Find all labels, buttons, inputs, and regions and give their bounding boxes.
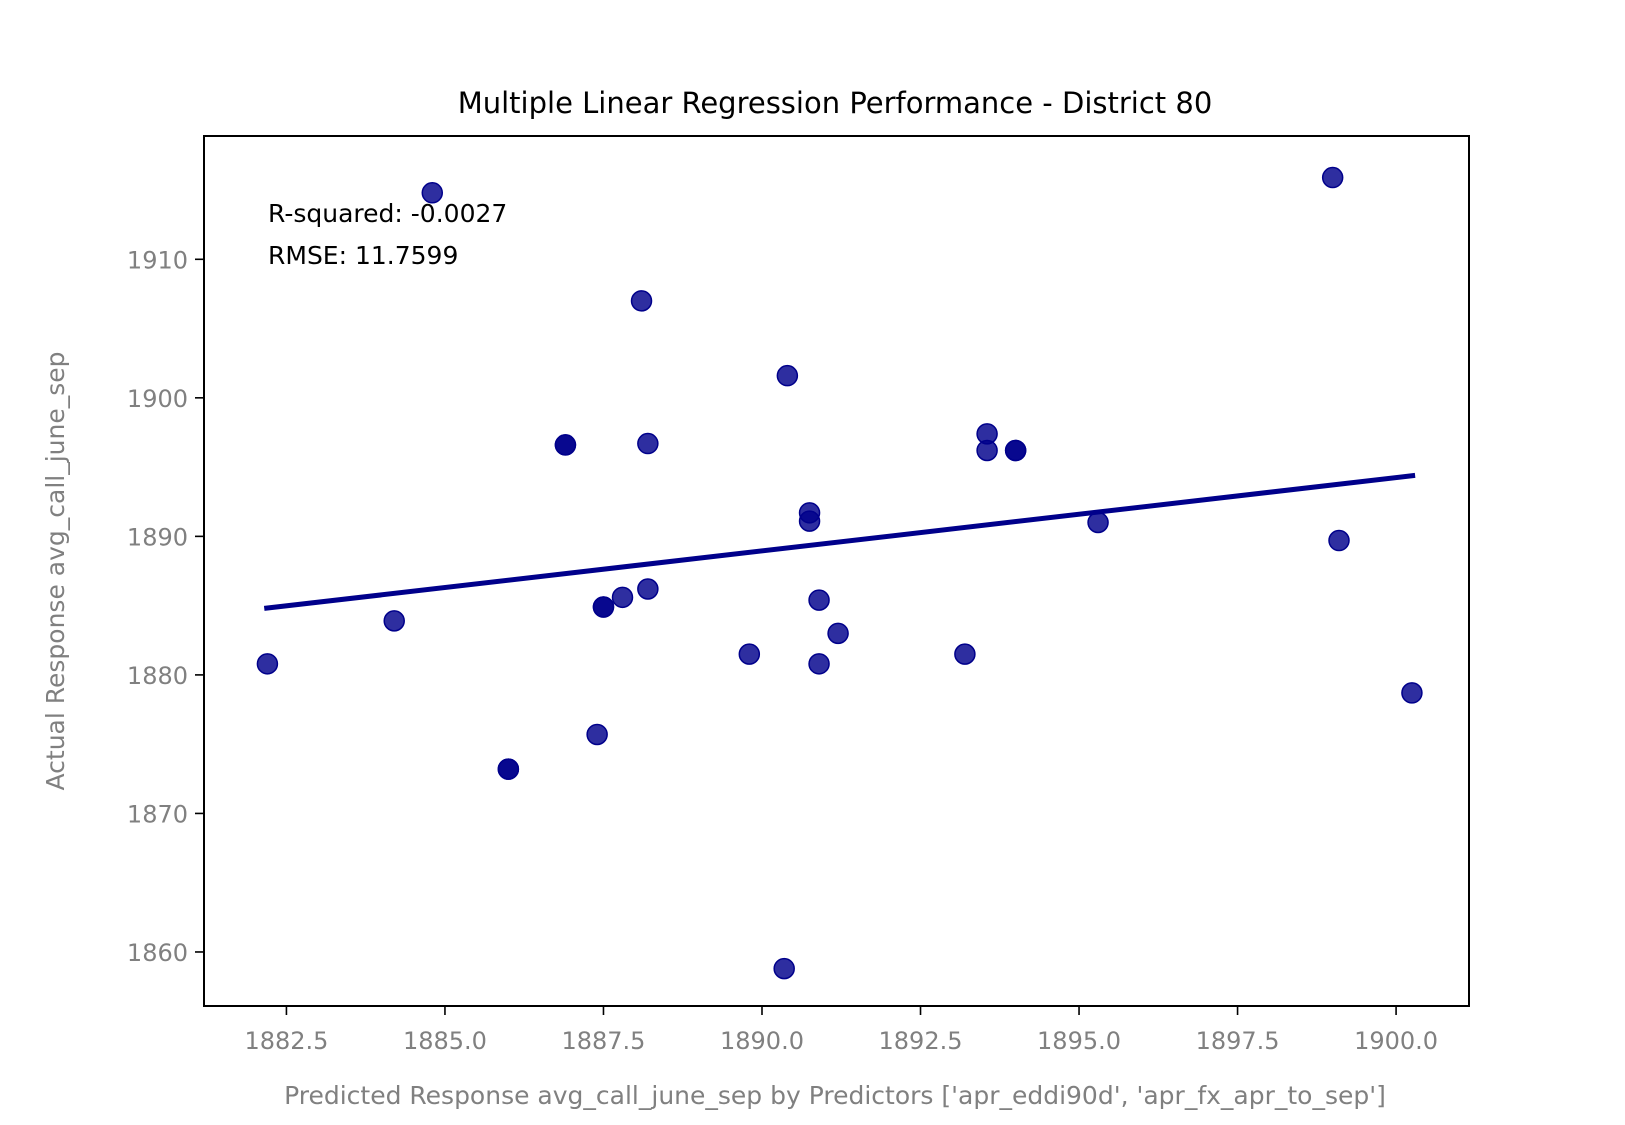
scatter-point [954,643,976,665]
scatter-point [630,290,653,312]
scatter-point [256,653,279,675]
scatter-point [611,586,634,609]
x-tick-label: 1892.5 [879,1027,963,1055]
scatter-point [383,610,405,632]
scatter-point [637,432,659,455]
y-tick-label: 1880 [127,662,188,690]
scatter-point [798,510,821,532]
x-tick-label: 1885.0 [403,1027,487,1055]
regression-line [263,472,1416,611]
scatter-points-layer [256,166,1423,980]
y-axis: 1860 1870 1880 1890 1900 1910 [127,246,204,967]
scatter-point [421,182,444,204]
scatter-point [592,596,615,618]
x-tick-label: 1890.0 [720,1027,804,1055]
scatter-point [827,622,849,645]
rmse-annotation: RMSE: 11.7599 [268,241,458,270]
x-axis: 1882.5 1885.0 1887.5 1890.0 1892.5 1895.0 1897… [244,1006,1438,1055]
r-squared-annotation: R-squared: -0.0027 [268,199,507,228]
x-tick-label: 1897.5 [1196,1027,1280,1055]
x-tick-label: 1887.5 [561,1027,645,1055]
scatter-point [976,439,998,462]
plot-area [203,135,1470,1007]
y-tick-label: 1890 [127,523,188,551]
y-axis-label: Actual Response avg_call_june_sep [41,351,70,790]
scatter-point [738,643,761,665]
scatter-point [808,653,830,675]
x-tick-label: 1895.0 [1037,1027,1121,1055]
y-tick-label: 1910 [127,246,188,274]
scatter-point [808,589,830,611]
y-tick-label: 1900 [127,385,188,413]
regression-line-layer [263,472,1416,611]
scatter-point [1401,682,1423,704]
scatter-point [586,723,608,746]
scatter-point [1321,166,1344,189]
scatter-point [497,758,520,780]
x-axis-label: Predicted Response avg_call_june_sep by … [284,1081,1386,1110]
y-tick-label: 1860 [127,939,188,967]
y-tick-label: 1870 [127,800,188,828]
scatter-point [637,578,659,600]
scatter-point [1087,511,1109,534]
scatter-point [1004,439,1027,462]
scatter-point [776,364,799,387]
scatter-point [1328,529,1350,552]
chart-title: Multiple Linear Regression Performance -… [458,86,1213,120]
scatter-point [554,434,577,456]
x-tick-label: 1882.5 [244,1027,328,1055]
x-tick-label: 1900.0 [1354,1027,1438,1055]
scatter-point [773,957,795,980]
plot-frame [203,135,1470,1007]
